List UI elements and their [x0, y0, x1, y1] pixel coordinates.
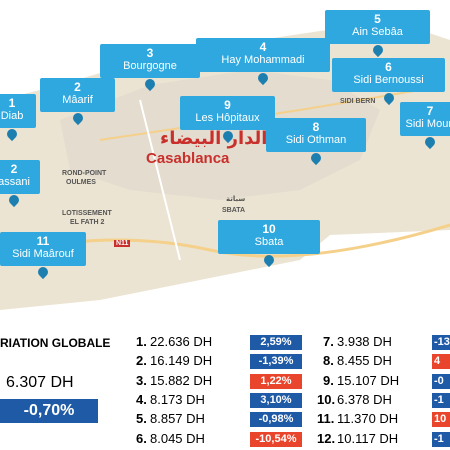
- row-price: 8.045 DH: [150, 430, 205, 446]
- row-rank: 6.: [136, 430, 147, 446]
- callout: 9 Les Hôpitaux: [180, 96, 275, 130]
- row-rank: 2.: [136, 353, 147, 369]
- callout-number: 7: [426, 104, 434, 118]
- callout-name: Sidi Othman: [285, 134, 347, 146]
- row-price: 15.107 DH: [337, 372, 400, 388]
- row-change: -13: [432, 335, 450, 350]
- callout: 4 Hay Mohammadi: [196, 38, 330, 72]
- city-arabic: الدار البيضاء: [160, 128, 268, 149]
- summary-title: RIATION GLOBALE: [0, 336, 111, 350]
- callout: 3 Bourgogne: [100, 44, 200, 78]
- row-rank: 12.: [317, 430, 336, 446]
- row-price: 8.455 DH: [337, 353, 392, 369]
- map-label: EL FATH 2: [70, 219, 105, 226]
- row-price: 8.857 DH: [150, 411, 205, 427]
- callout-number: 8: [312, 120, 320, 134]
- map-label: سباتة: [226, 195, 246, 203]
- summary-price: 6.307 DH: [6, 374, 74, 391]
- callout-name: Sbata: [254, 236, 284, 248]
- callout: 2 Mâarif: [40, 78, 115, 112]
- row-rank: 7.: [323, 334, 334, 349]
- row-rank: 9.: [323, 372, 334, 388]
- callout-number: 2: [10, 162, 18, 176]
- callout: 7 Sidi Moun: [400, 102, 450, 136]
- row-rank: 11.: [317, 411, 335, 427]
- row-change: 4: [432, 354, 450, 370]
- row-change: -1,39%: [250, 354, 302, 370]
- callout-name: Sidi Bernoussi: [353, 74, 424, 86]
- row-price: 3.938 DH: [337, 334, 392, 349]
- divider: [0, 312, 450, 318]
- row-change: 10: [432, 412, 450, 428]
- row-price: 22.636 DH: [150, 334, 213, 349]
- row-price: 10.117 DH: [337, 430, 399, 446]
- callout-name: Mâarif: [62, 94, 93, 106]
- row-price: 11.370 DH: [337, 411, 399, 427]
- road-label: N11: [114, 240, 131, 247]
- row-rank: 3.: [136, 372, 147, 388]
- map-label: OULMES: [66, 179, 96, 186]
- row-change: 2,59%: [250, 335, 302, 350]
- row-price: 15.882 DH: [150, 372, 213, 388]
- callout-number: 3: [146, 46, 154, 60]
- callout-number: 9: [224, 98, 231, 112]
- map-label: SIDI BERN: [340, 98, 376, 105]
- callout: 10 Sbata: [218, 220, 320, 254]
- map-label: SBATA: [222, 207, 246, 214]
- row-price: 8.173 DH: [150, 391, 205, 407]
- callout: 8 Sidi Othman: [266, 118, 366, 152]
- callout: 1 Diab: [0, 94, 36, 128]
- row-change: -0: [432, 373, 450, 389]
- row-price: 6.378 DH: [337, 391, 392, 407]
- callout-number: 11: [36, 234, 50, 248]
- callout-name: assani: [0, 176, 30, 188]
- summary-change: -0,70%: [0, 399, 98, 423]
- row-rank: 4.: [136, 391, 147, 407]
- row-rank: 1.: [136, 334, 147, 349]
- callout-number: 10: [262, 222, 276, 236]
- callout-name: Diab: [0, 110, 24, 122]
- map-label: LOTISSEMENT: [62, 210, 112, 217]
- callout-name: Ain Sebâa: [352, 26, 403, 38]
- callout-number: 4: [259, 40, 267, 54]
- callout-name: Sidi Maârouf: [12, 248, 74, 260]
- callout-number: 1: [8, 96, 16, 110]
- city-label: Casablanca: [146, 150, 230, 167]
- callout: 11 Sidi Maârouf: [0, 232, 86, 266]
- callout-name: Les Hôpitaux: [195, 112, 260, 124]
- callout: 5 Ain Sebâa: [325, 10, 430, 44]
- row-change: -1: [432, 431, 450, 447]
- row-change: -10,54%: [250, 431, 302, 447]
- road: [99, 89, 421, 141]
- callout-name: Sidi Moun: [405, 118, 450, 130]
- row-change: 1,22%: [250, 373, 302, 389]
- map-label: ROND-POINT: [62, 170, 107, 177]
- callout-number: 2: [74, 80, 81, 94]
- row-change: -1: [432, 392, 450, 408]
- callout-number: 5: [374, 12, 381, 26]
- row-change: -0,98%: [250, 412, 302, 428]
- callout-name: Bourgogne: [123, 60, 177, 72]
- road: [139, 99, 181, 261]
- row-change: 3,10%: [250, 392, 302, 408]
- row-rank: 8.: [323, 353, 334, 369]
- row-rank: 10.: [317, 391, 336, 407]
- row-price: 16.149 DH: [150, 353, 213, 369]
- callout-number: 6: [385, 60, 392, 74]
- callout: 2 assani: [0, 160, 40, 194]
- row-rank: 5.: [136, 411, 147, 427]
- callout: 6 Sidi Bernoussi: [332, 58, 445, 92]
- callout-name: Hay Mohammadi: [221, 54, 305, 66]
